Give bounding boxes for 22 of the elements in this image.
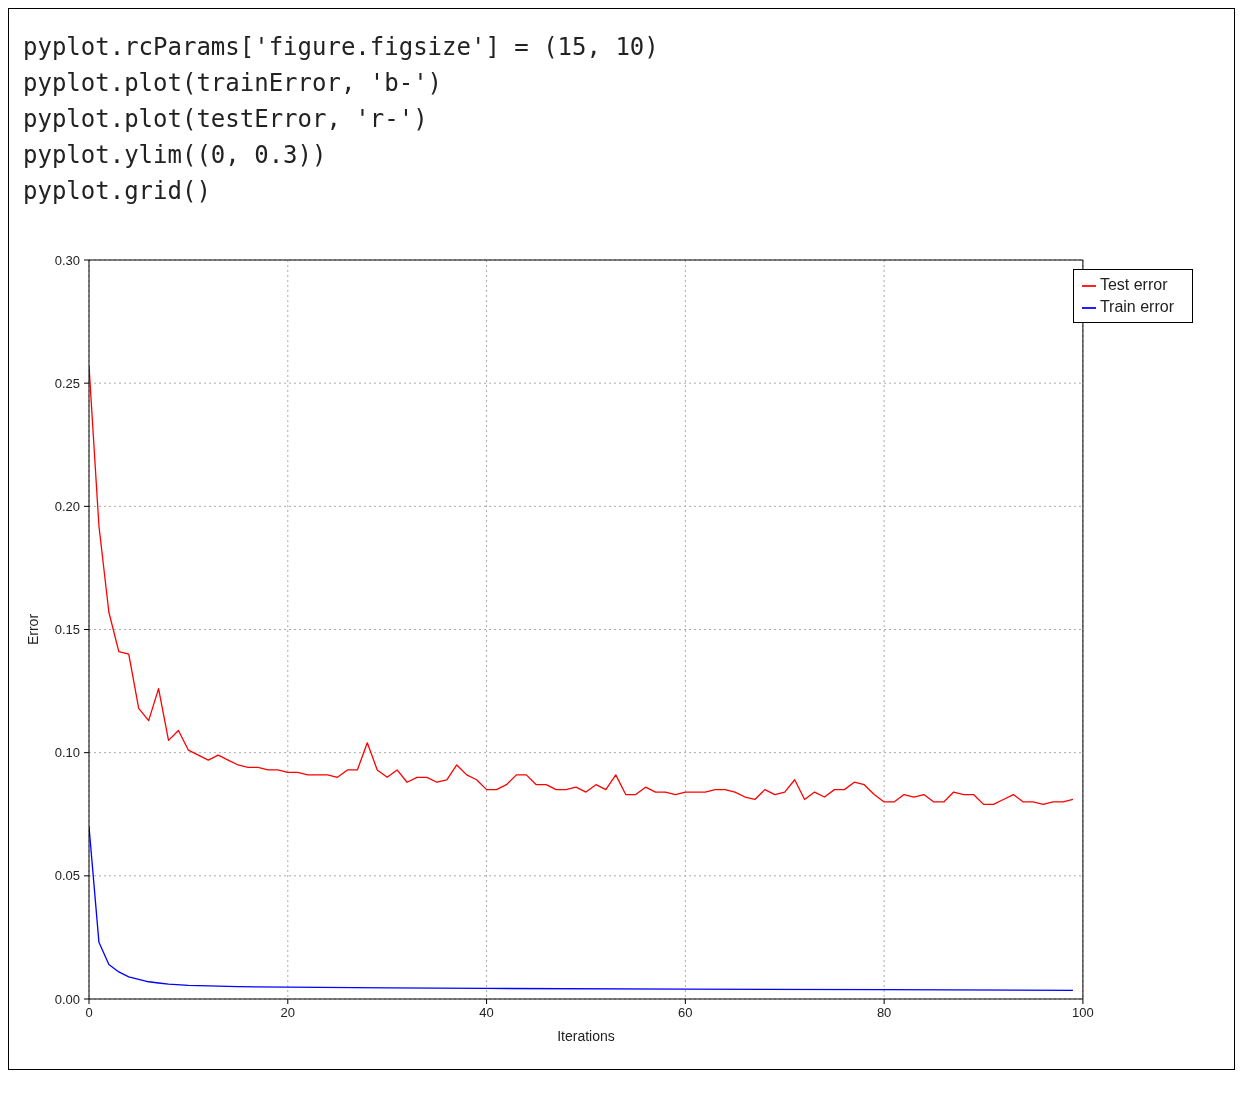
x-axis-title: Iterations (557, 1028, 615, 1044)
text: pyplot.plot(testError, 'r-') (23, 104, 429, 135)
text: pyplot.rcParams['figure.figsize'] = (15, 10) (23, 32, 660, 63)
legend-label: Test error (1099, 276, 1168, 293)
x-tick-label: 60 (678, 1005, 693, 1021)
x-tick-label: 100 (1072, 1005, 1094, 1021)
x-tick-label: 0 (85, 1005, 93, 1021)
text: pyplot.grid() (23, 176, 212, 207)
x-tick-label: 20 (280, 1005, 296, 1021)
y-tick-label: 0.20 (54, 498, 80, 514)
y-tick-label: 0.00 (54, 991, 80, 1007)
y-tick-label: 0.05 (54, 868, 80, 884)
legend-label: Train error (1099, 298, 1174, 315)
y-tick-label: 0.25 (54, 375, 80, 391)
y-tick-label: 0.15 (54, 622, 80, 638)
y-tick-label: 0.10 (54, 745, 80, 761)
text: pyplot.plot(trainError, 'b-') (23, 68, 444, 99)
x-tick-label: 80 (876, 1005, 892, 1021)
y-axis-title: Error (24, 613, 41, 646)
text: pyplot.ylim((0, 0.3)) (23, 140, 328, 171)
y-tick-label: 0.30 (54, 252, 80, 268)
x-tick-label: 40 (479, 1005, 494, 1021)
